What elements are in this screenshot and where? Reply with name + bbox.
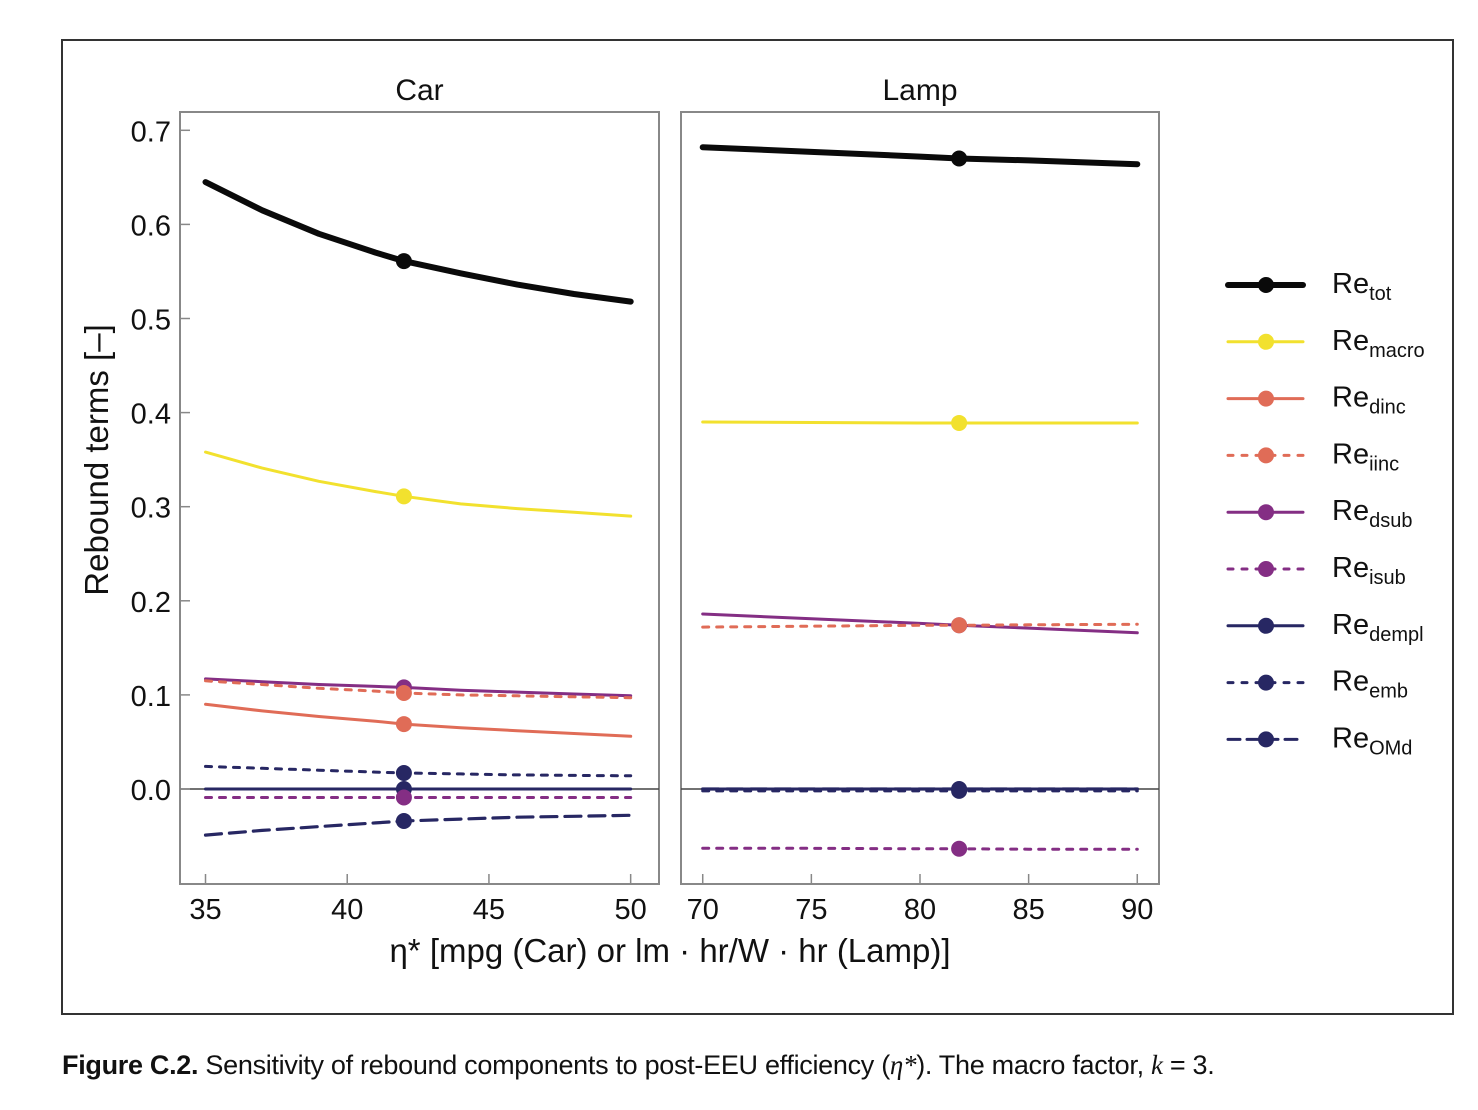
x-tick-label: 80 <box>904 894 936 926</box>
legend-marker-icon <box>1258 617 1274 634</box>
legend-item-dempl: Redempl <box>1226 609 1424 646</box>
legend-label: Redsub <box>1332 495 1412 532</box>
y-tick-label: 0.7 <box>131 116 171 148</box>
x-tick-label: 45 <box>473 894 505 926</box>
x-tick-label: 75 <box>795 894 827 926</box>
series-marker-tot <box>951 150 968 167</box>
y-tick-label: 0.0 <box>131 775 171 807</box>
figure-frame <box>61 39 1454 1015</box>
legend-item-dsub: Redsub <box>1226 495 1412 532</box>
legend-label: Reisub <box>1332 552 1406 589</box>
series-marker-tot <box>395 253 412 270</box>
x-tick-label: 35 <box>189 894 221 926</box>
series-line-isub <box>701 846 1139 851</box>
x-tick-label: 70 <box>687 894 719 926</box>
series-marker-iinc <box>395 685 412 702</box>
legend-label: ReOMd <box>1332 722 1412 759</box>
legend-marker-icon <box>1258 731 1274 748</box>
x-tick-label: 40 <box>331 894 363 926</box>
x-axis-label: η* [mpg (Car) or lm · hr/W · hr (Lamp)] <box>389 932 950 969</box>
y-tick-label: 0.6 <box>131 210 171 242</box>
legend-label: Reiinc <box>1332 438 1399 475</box>
series-line-iinc <box>701 622 1139 629</box>
legend-item-isub: Reisub <box>1226 552 1406 589</box>
legend-marker-icon <box>1258 561 1274 577</box>
caption-text-1: Sensitivity of rebound components to pos… <box>198 1050 890 1080</box>
y-tick-label: 0.2 <box>131 587 171 619</box>
y-tick-label: 0.3 <box>131 493 171 525</box>
legend-marker-icon <box>1258 674 1274 691</box>
legend-label: Redempl <box>1332 609 1424 646</box>
y-tick-label: 0.4 <box>131 399 171 431</box>
caption-label: Figure C.2. <box>62 1050 199 1080</box>
series-line-tot <box>699 144 1141 168</box>
series-marker-emb <box>395 765 412 782</box>
series-marker-macro <box>395 488 412 505</box>
series-marker-isub <box>395 789 412 806</box>
panel-lamp: Lamp 70 75 80 85 90 <box>680 74 1160 926</box>
legend-marker-icon <box>1258 390 1274 407</box>
caption-k: k <box>1151 1050 1163 1080</box>
legend-label: Redinc <box>1332 382 1406 419</box>
legend-marker-icon <box>1258 277 1274 293</box>
x-tick-label: 50 <box>615 894 647 926</box>
legend-item-macro: Remacro <box>1226 325 1425 362</box>
panel-title: Car <box>395 74 443 107</box>
legend-item-dinc: Redinc <box>1226 382 1406 419</box>
caption-eta: η* <box>889 1050 917 1080</box>
caption-text-2: ). The macro factor, <box>916 1050 1151 1080</box>
legend-item-emb: Reemb <box>1226 666 1408 703</box>
legend-marker-icon <box>1258 447 1274 464</box>
legend-label: Retot <box>1332 268 1392 305</box>
figure-chart: Car 35 40 45 50 0.0 0.1 0.2 0.3 0.4 0.5 0.6 0.7 Lamp 7… <box>61 39 1454 1015</box>
series-marker-OMd <box>395 812 412 829</box>
legend: Retot Remacro Redinc Reiinc Redsub Reisub Rede… <box>1225 268 1425 759</box>
series-line-macro <box>701 420 1139 425</box>
series-marker-dempl <box>951 781 968 797</box>
x-tick-label: 90 <box>1121 894 1153 926</box>
legend-item-iinc: Reiinc <box>1226 438 1399 475</box>
y-tick-label: 0.5 <box>131 305 171 337</box>
series-marker-macro <box>951 414 968 431</box>
panel-car: Car 35 40 45 50 0.0 0.1 0.2 0.3 0.4 0.5 0.6 0.7 <box>131 74 660 926</box>
y-axis-label: Rebound terms [–] <box>78 324 115 595</box>
series-marker-dinc <box>395 716 412 733</box>
legend-marker-icon <box>1258 504 1274 521</box>
panel-frame <box>179 111 660 885</box>
legend-label: Remacro <box>1332 325 1425 362</box>
panel-title: Lamp <box>882 74 957 107</box>
legend-item-tot: Retot <box>1225 268 1392 305</box>
series-marker-isub <box>951 840 968 857</box>
series-marker-iinc <box>951 617 968 634</box>
y-tick-label: 0.1 <box>131 681 171 713</box>
legend-item-OMd: ReOMd <box>1226 722 1412 759</box>
legend-label: Reemb <box>1332 666 1408 703</box>
legend-marker-icon <box>1258 333 1274 350</box>
x-tick-label: 85 <box>1013 894 1045 926</box>
figure-caption: Figure C.2. Sensitivity of rebound compo… <box>62 1050 1215 1081</box>
caption-text-3: = 3. <box>1162 1050 1215 1080</box>
